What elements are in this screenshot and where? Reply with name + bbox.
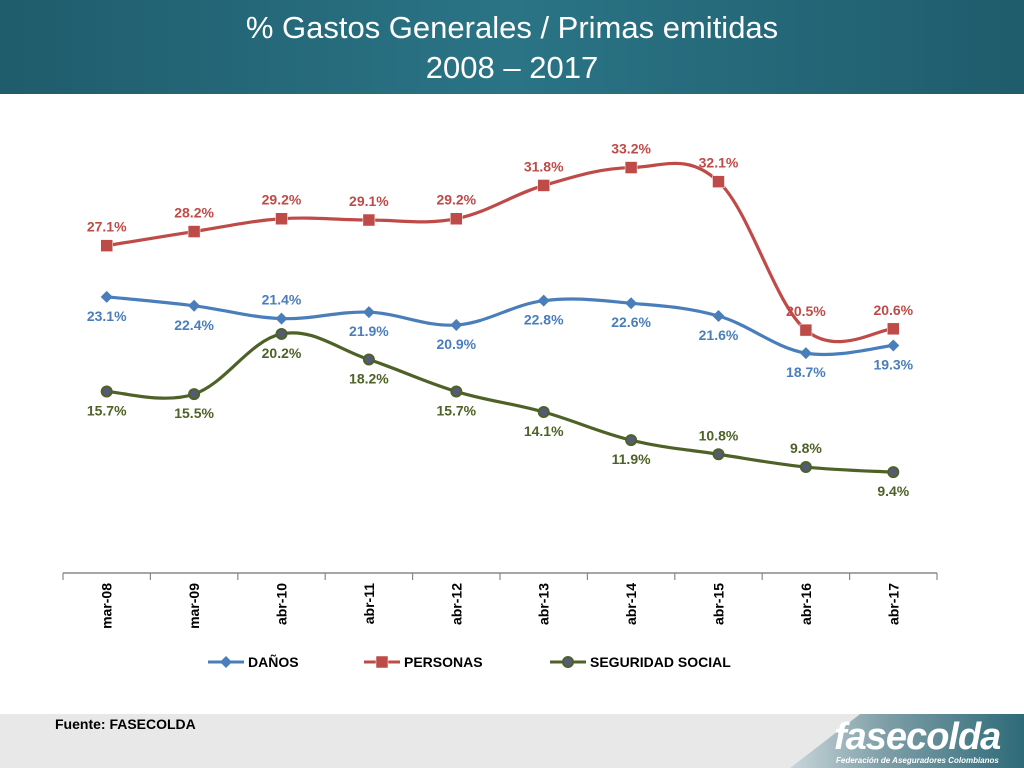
x-tick-label: mar-09 [186,583,202,629]
logo-wordmark: fasecolda [834,716,1001,758]
data-point [275,212,288,225]
line-chart: mar-08 mar-09 abr-10 abr-11 abr-12 abr-13 abr-… [62,141,938,670]
legend-entry: DAÑOS [248,653,299,670]
legend-entry: PERSONAS [404,654,483,670]
data-point [100,385,113,398]
data-label: 29.1% [349,193,389,209]
data-point [450,385,463,398]
data-label: 11.9% [612,451,651,467]
x-tick-label: abr-10 [274,583,290,625]
data-label: 22.4% [174,317,214,333]
data-label: 23.1% [87,308,127,324]
x-tick-label: abr-11 [361,583,377,624]
data-point [188,388,201,401]
x-tick-label: abr-17 [885,583,901,625]
data-point [450,212,463,225]
legend-marker [220,656,232,668]
data-label: 20.6% [873,302,913,318]
page-title: % Gastos Generales / Primas emitidas 200… [0,8,1024,88]
data-label: 10.8% [699,427,739,443]
legend-marker [375,655,389,669]
data-label: 33.2% [611,141,651,157]
data-point [187,225,201,238]
data-label: 18.2% [349,371,389,387]
x-tick-label: abr-12 [448,583,464,625]
x-tick-label: abr-15 [711,583,727,625]
data-label: 14.1% [524,423,564,439]
data-point [275,327,288,340]
data-point [625,434,638,447]
data-point [712,175,725,188]
data-point [537,294,550,307]
data-point [799,461,812,474]
data-point [625,297,638,310]
data-label: 19.3% [873,356,913,372]
data-point [712,310,725,323]
data-point [362,353,375,366]
data-label: 18.7% [786,364,826,380]
title-banner [0,0,1024,94]
data-label: 9.8% [790,440,822,456]
data-label: 22.8% [524,312,564,328]
data-point [100,239,113,252]
data-label: 20.9% [436,336,476,352]
data-point [712,448,725,461]
data-label: 21.4% [262,292,302,308]
data-label: 31.8% [524,158,564,174]
x-tick-label: abr-16 [798,583,814,625]
data-point [537,179,550,192]
data-point [450,318,463,331]
data-point [362,213,376,227]
data-point [100,290,113,303]
legend-entry: SEGURIDAD SOCIAL [590,654,731,670]
data-label: 15.7% [436,403,476,419]
series-line [105,331,895,474]
data-point [799,323,813,337]
title-line-1: % Gastos Generales / Primas emitidas [245,10,779,45]
data-label: 22.6% [611,314,651,330]
data-point [887,322,900,336]
data-label: 9.4% [877,483,909,499]
data-label: 20.2% [262,345,302,361]
x-tick-label: abr-13 [536,583,552,625]
data-label: 21.6% [699,327,739,343]
data-point [275,312,288,325]
series-line [105,295,895,357]
data-label: 29.2% [262,192,302,208]
data-point [537,406,550,419]
data-label: 29.2% [436,192,476,208]
data-label: 27.1% [87,219,127,235]
x-tick-label: abr-14 [623,583,639,625]
data-label: 28.2% [174,205,214,221]
data-point [887,339,900,352]
legend-marker [562,656,574,668]
data-label: 15.5% [174,405,214,421]
logo-subtitle: Federación de Aseguradores Colombianos [836,756,999,765]
fasecolda-logo: fasecolda Federación de Aseguradores Col… [790,714,1024,768]
data-point [799,347,812,360]
data-point [362,306,375,319]
data-label: 20.5% [786,303,826,319]
data-label: 15.7% [87,403,127,419]
data-label: 21.9% [349,323,389,339]
source-note: Fuente: FASECOLDA [55,716,196,732]
data-point [887,466,900,479]
data-point [624,161,638,174]
title-line-2: 2008 – 2017 [425,50,599,85]
x-tick-label: mar-08 [99,583,115,629]
series-line [105,161,895,344]
data-label: 32.1% [699,155,739,171]
data-point [188,299,201,312]
